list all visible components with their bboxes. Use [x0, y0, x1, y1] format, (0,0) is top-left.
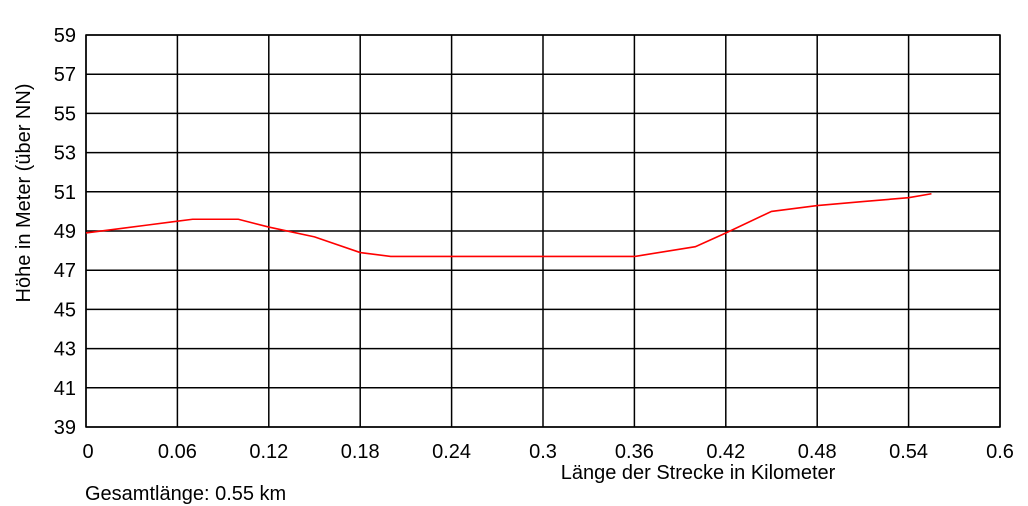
y-tick-label: 49 — [54, 221, 76, 243]
x-tick-label: 0.6 — [986, 441, 1014, 463]
y-tick-label: 45 — [54, 299, 76, 321]
y-tick-label: 43 — [54, 339, 76, 361]
y-tick-label: 47 — [54, 260, 76, 282]
x-tick-label: 0.48 — [798, 441, 837, 463]
y-axis-label: Höhe in Meter (über NN) — [13, 84, 35, 303]
y-tick-label: 51 — [54, 182, 76, 204]
y-tick-label: 53 — [54, 143, 76, 165]
y-tick-labels: 39 41 43 45 47 49 51 53 55 57 59 — [54, 25, 76, 439]
x-axis-label: Länge der Strecke in Kilometer — [561, 462, 836, 484]
y-tick-label: 57 — [54, 64, 76, 86]
x-tick-label: 0.36 — [615, 441, 654, 463]
x-tick-label: 0.42 — [706, 441, 745, 463]
x-tick-labels: 0 0.06 0.12 0.18 0.24 0.3 0.36 0.42 0.48 0.54 0.6 — [82, 441, 1013, 463]
total-length-text: Gesamtlänge: 0.55 km — [85, 483, 287, 505]
x-tick-label: 0.12 — [249, 441, 288, 463]
x-tick-label: 0.06 — [158, 441, 197, 463]
y-tick-label: 41 — [54, 378, 76, 400]
elevation-line — [85, 192, 932, 258]
y-tick-label: 39 — [54, 417, 76, 439]
y-tick-label: 59 — [54, 25, 76, 47]
x-tick-label: 0 — [82, 441, 93, 463]
x-tick-label: 0.3 — [529, 441, 557, 463]
x-tick-label: 0.24 — [432, 441, 471, 463]
x-tick-label: 0.18 — [341, 441, 380, 463]
plot-frame — [85, 34, 1001, 428]
chart-grid — [85, 34, 1001, 428]
y-tick-label: 55 — [54, 103, 76, 125]
x-tick-label: 0.54 — [889, 441, 928, 463]
